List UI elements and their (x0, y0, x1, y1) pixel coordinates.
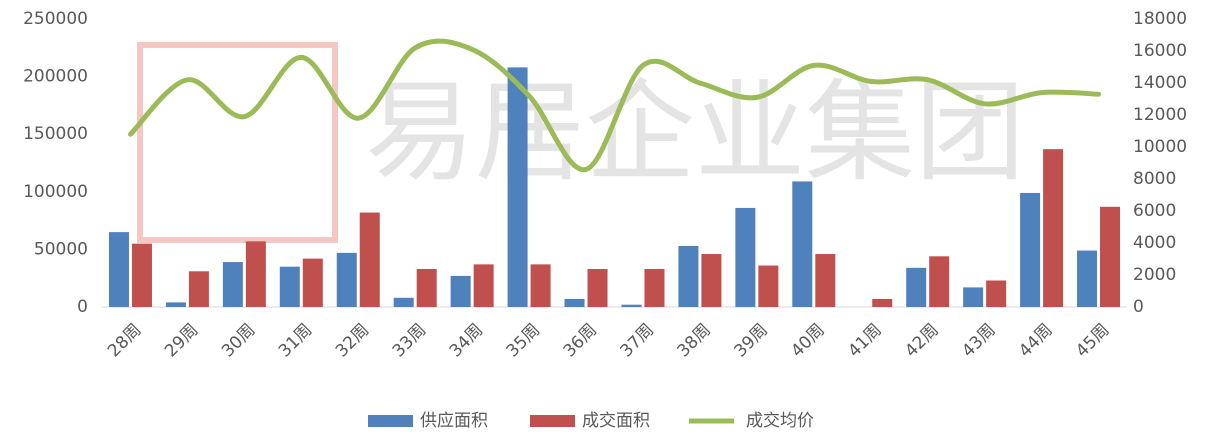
legend-label: 供应面积 (420, 411, 488, 431)
bar (986, 280, 1007, 307)
x-tick-label: 41周 (844, 320, 885, 361)
y-tick-label: 150000 (23, 124, 88, 144)
bar (336, 252, 357, 307)
bar (245, 241, 266, 307)
bar (758, 265, 779, 307)
bar (108, 232, 129, 307)
bar (450, 275, 471, 307)
bar (1077, 250, 1098, 307)
y-tick-label: 200000 (23, 67, 88, 87)
legend-swatch (368, 415, 413, 427)
bar (507, 67, 528, 307)
y2-tick-label: 18000 (1133, 9, 1187, 29)
x-tick-label: 45周 (1072, 320, 1113, 361)
bar (473, 264, 494, 307)
bar (621, 304, 642, 307)
bar (1043, 149, 1064, 307)
y-tick-label: 50000 (34, 239, 88, 259)
x-tick-label: 44周 (1015, 320, 1056, 361)
y2-tick-label: 2000 (1133, 265, 1176, 285)
bar (393, 297, 414, 307)
bar (1100, 206, 1121, 307)
y-tick-label: 0 (77, 297, 88, 317)
bar (678, 245, 699, 307)
bar (165, 302, 186, 307)
bar (587, 268, 608, 307)
bar (188, 271, 209, 307)
y2-tick-label: 10000 (1133, 137, 1187, 157)
x-tick-label: 34周 (446, 320, 487, 361)
x-tick-label: 43周 (958, 320, 999, 361)
bar (872, 298, 893, 307)
x-tick-label: 33周 (389, 320, 430, 361)
y2-tick-label: 4000 (1133, 233, 1176, 253)
x-tick-label: 35周 (503, 320, 544, 361)
bar (906, 267, 927, 307)
bar (302, 258, 323, 307)
bar (815, 254, 836, 307)
bar (530, 264, 551, 307)
y2-tick-label: 0 (1133, 297, 1144, 317)
x-tick-label: 38周 (674, 320, 715, 361)
bar (564, 298, 585, 307)
bar (222, 262, 243, 307)
bar (929, 256, 950, 307)
bar (416, 268, 437, 307)
bar (963, 287, 984, 307)
legend-label: 成交均价 (746, 411, 814, 431)
watermark-logo (137, 42, 338, 243)
bar (279, 266, 300, 307)
bar (359, 212, 380, 307)
x-tick-label: 40周 (787, 320, 828, 361)
x-tick-label: 36周 (560, 320, 601, 361)
watermark: 易居企业集团 (365, 68, 1025, 196)
bar (735, 207, 756, 307)
x-tick-label: 39周 (730, 320, 771, 361)
bar (1020, 192, 1041, 307)
legend-label: 成交面积 (582, 411, 650, 431)
bar (644, 268, 665, 307)
x-tick-label: 31周 (275, 320, 316, 361)
x-tick-label: 30周 (218, 320, 259, 361)
y-tick-label: 250000 (23, 9, 88, 29)
y2-tick-label: 6000 (1133, 201, 1176, 221)
line (127, 38, 1102, 172)
legend-swatch (530, 415, 575, 427)
y2-tick-label: 8000 (1133, 169, 1176, 189)
y2-tick-label: 16000 (1133, 41, 1187, 61)
x-tick-label: 37周 (617, 320, 658, 361)
y-tick-label: 100000 (23, 182, 88, 202)
x-tick-label: 29周 (161, 320, 202, 361)
x-tick-label: 32周 (332, 320, 373, 361)
bar (792, 181, 813, 307)
bar (701, 254, 722, 307)
y2-tick-label: 14000 (1133, 73, 1187, 93)
x-tick-label: 28周 (104, 320, 145, 361)
y2-tick-label: 12000 (1133, 105, 1187, 125)
bar (131, 243, 152, 307)
x-tick-label: 42周 (901, 320, 942, 361)
